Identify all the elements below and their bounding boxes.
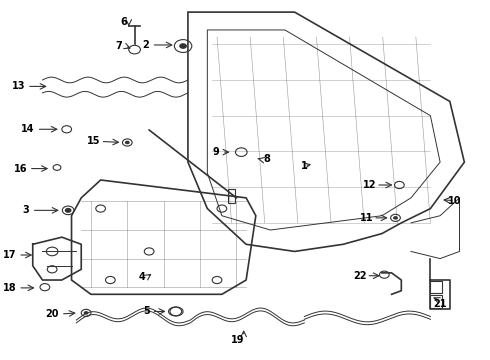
Text: 14: 14 <box>21 124 35 134</box>
Text: 20: 20 <box>46 309 59 319</box>
Text: 19: 19 <box>231 335 245 345</box>
Text: 9: 9 <box>213 147 220 157</box>
Text: 17: 17 <box>3 250 16 260</box>
Text: 15: 15 <box>87 136 100 147</box>
Text: 18: 18 <box>2 283 16 293</box>
Bar <box>430 281 442 293</box>
Text: 4: 4 <box>139 272 145 282</box>
Circle shape <box>65 208 72 213</box>
Text: 8: 8 <box>263 154 270 164</box>
Text: 22: 22 <box>353 271 367 281</box>
Circle shape <box>125 141 130 144</box>
Text: 1: 1 <box>301 161 308 171</box>
Text: 2: 2 <box>143 40 149 50</box>
Text: 10: 10 <box>448 196 462 206</box>
Text: 6: 6 <box>121 17 127 27</box>
Text: 11: 11 <box>360 213 373 223</box>
Text: 16: 16 <box>14 163 28 174</box>
Text: 21: 21 <box>433 299 447 309</box>
Bar <box>228 189 235 203</box>
Text: 7: 7 <box>116 41 122 51</box>
Circle shape <box>393 216 398 220</box>
Bar <box>430 295 442 308</box>
Text: 5: 5 <box>143 306 149 316</box>
Text: 12: 12 <box>363 180 376 190</box>
Circle shape <box>84 311 89 315</box>
Text: 3: 3 <box>22 205 29 215</box>
Circle shape <box>179 43 187 49</box>
Text: 13: 13 <box>11 81 25 91</box>
